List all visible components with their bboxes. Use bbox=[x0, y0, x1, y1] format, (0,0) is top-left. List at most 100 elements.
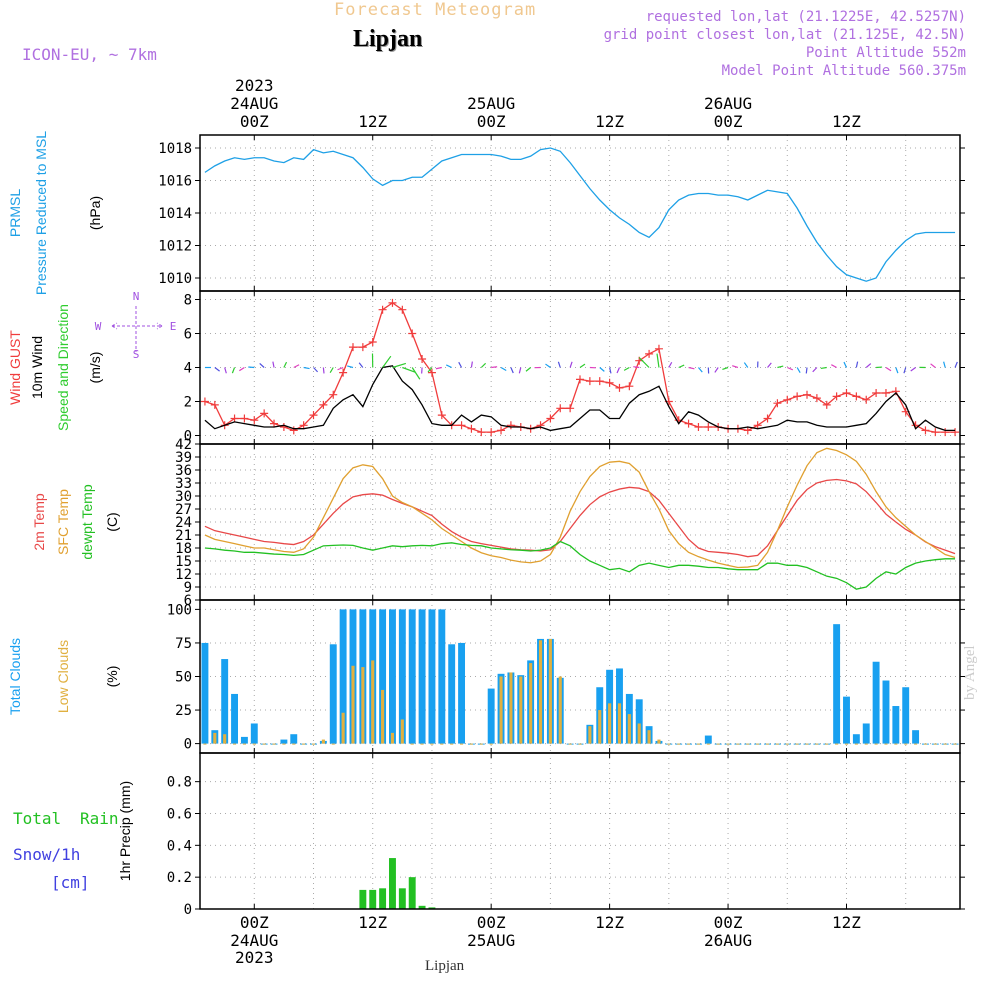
wind-direction-arrow bbox=[557, 361, 561, 368]
precip-label-total: Total bbox=[13, 809, 61, 828]
gust-marker bbox=[881, 389, 890, 397]
bar-total-clouds bbox=[833, 624, 841, 744]
gust-marker bbox=[388, 298, 397, 307]
bar-low-clouds bbox=[775, 743, 779, 745]
wind-direction-arrow bbox=[382, 355, 392, 368]
gust-marker bbox=[931, 428, 940, 437]
wind-direction-arrow bbox=[402, 366, 416, 373]
bar-low-clouds bbox=[499, 676, 503, 744]
wind-direction-arrow bbox=[796, 367, 801, 373]
bar-low-clouds bbox=[736, 743, 740, 745]
bar-total-rain bbox=[369, 889, 377, 909]
wind-direction-arrow bbox=[954, 361, 958, 368]
bar-total-clouds bbox=[240, 736, 248, 744]
bar-low-clouds bbox=[667, 743, 671, 745]
bar-low-clouds bbox=[864, 743, 868, 745]
wind-direction-arrow bbox=[638, 357, 650, 368]
requested-coords: requested lon,lat (21.1225E, 42.5257N) bbox=[645, 9, 966, 25]
gust-marker bbox=[437, 411, 446, 420]
gust-marker bbox=[576, 375, 584, 384]
series-line-sfc-temp bbox=[204, 447, 956, 569]
bar-low-clouds bbox=[578, 743, 582, 745]
gust-marker bbox=[378, 305, 387, 314]
wind-direction-arrow bbox=[714, 367, 719, 373]
bar-low-clouds bbox=[538, 640, 543, 744]
wind-direction-arrow bbox=[910, 367, 916, 372]
wind-direction-arrow bbox=[358, 362, 364, 368]
bar-total-clouds bbox=[389, 609, 396, 744]
gust-marker bbox=[605, 378, 614, 387]
wind-direction-arrow bbox=[248, 366, 255, 369]
wind-direction-arrow bbox=[688, 366, 695, 370]
gust-marker bbox=[773, 399, 782, 408]
gust-marker bbox=[615, 383, 624, 392]
y-axis-label: (%) bbox=[104, 666, 120, 688]
y-tick-label: 39 bbox=[175, 450, 192, 466]
gust-marker bbox=[260, 409, 269, 418]
bar-total-clouds bbox=[458, 642, 466, 744]
wind-direction-arrow bbox=[865, 363, 872, 368]
bar-low-clouds bbox=[242, 743, 246, 745]
wind-direction-arrow bbox=[347, 365, 354, 369]
wind-direction-arrow bbox=[697, 367, 703, 373]
bar-low-clouds bbox=[450, 743, 454, 745]
y-tick-label: 4 bbox=[184, 361, 192, 377]
y-tick-label: 6 bbox=[184, 327, 192, 343]
y-axis-label: dewpt Temp bbox=[79, 484, 95, 559]
compass-e: E bbox=[170, 320, 177, 333]
bar-low-clouds bbox=[904, 743, 908, 745]
bar-low-clouds bbox=[923, 743, 928, 745]
bar-low-clouds bbox=[598, 710, 602, 744]
top-time-label: 12Z bbox=[358, 112, 387, 131]
bar-low-clouds bbox=[795, 743, 799, 745]
gust-marker bbox=[763, 414, 772, 423]
bottom-time-label: 12Z bbox=[358, 913, 387, 932]
y-tick-label: 8 bbox=[184, 293, 192, 309]
y-tick-label: 21 bbox=[175, 528, 192, 544]
bar-total-clouds bbox=[892, 706, 900, 744]
precip-label-snow: Snow/1h bbox=[13, 845, 80, 864]
bar-low-clouds bbox=[558, 676, 562, 744]
bar-low-clouds bbox=[311, 743, 316, 745]
y-axis-label: Pressure Reduced to MSL bbox=[33, 131, 49, 295]
bar-low-clouds bbox=[203, 743, 207, 745]
wind-direction-arrow bbox=[518, 367, 522, 374]
gust-marker bbox=[753, 421, 762, 430]
bar-total-clouds bbox=[408, 609, 416, 744]
gust-marker bbox=[250, 416, 259, 425]
bar-low-clouds bbox=[588, 726, 592, 744]
bar-total-clouds bbox=[398, 609, 406, 744]
bar-low-clouds bbox=[302, 743, 306, 745]
wind-direction-arrow bbox=[259, 363, 265, 368]
precip-label-cm: [cm] bbox=[51, 873, 90, 892]
gust-marker bbox=[645, 349, 654, 358]
bar-low-clouds bbox=[381, 689, 385, 744]
bar-low-clouds bbox=[627, 714, 631, 744]
bar-low-clouds bbox=[509, 672, 513, 744]
bar-low-clouds bbox=[884, 743, 888, 745]
compass-w: W bbox=[95, 320, 102, 333]
wind-direction-arrow bbox=[491, 366, 498, 369]
bar-low-clouds bbox=[785, 743, 789, 745]
y-tick-label: 50 bbox=[175, 670, 192, 686]
bar-total-clouds bbox=[379, 609, 387, 744]
bar-low-clouds bbox=[568, 743, 572, 745]
bar-total-rain bbox=[408, 877, 416, 909]
bar-low-clouds bbox=[400, 719, 404, 744]
bar-total-clouds bbox=[438, 609, 446, 744]
bar-low-clouds bbox=[410, 743, 414, 745]
panel-frame bbox=[199, 752, 961, 910]
bar-total-clouds bbox=[221, 659, 229, 744]
bar-low-clouds bbox=[914, 743, 918, 745]
top-day-label: 25AUG bbox=[467, 94, 515, 113]
footer-location: Lipjan bbox=[425, 958, 465, 974]
bar-low-clouds bbox=[548, 638, 552, 744]
gust-marker bbox=[684, 419, 693, 428]
top-day-label: 24AUG bbox=[230, 94, 278, 113]
y-tick-label: 36 bbox=[175, 463, 192, 479]
bar-low-clouds bbox=[460, 743, 464, 745]
gust-marker bbox=[210, 400, 219, 409]
y-tick-label: 1010 bbox=[158, 271, 192, 287]
bar-low-clouds bbox=[706, 743, 710, 745]
bar-low-clouds bbox=[933, 743, 937, 745]
